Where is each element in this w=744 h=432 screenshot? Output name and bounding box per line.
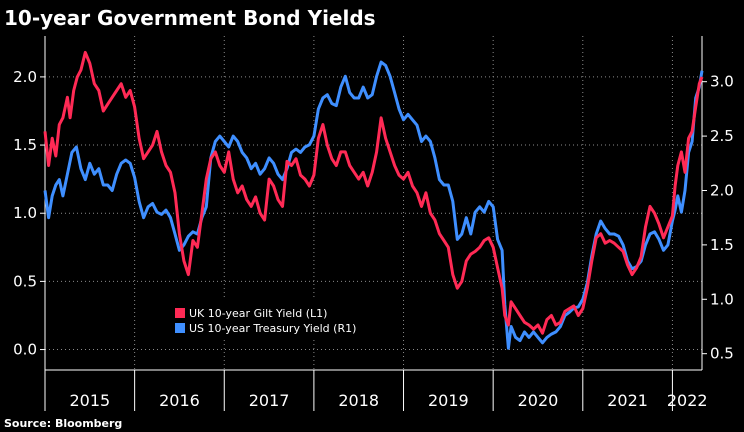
right-tick-label-3: 2.0 (710, 181, 734, 199)
legend: UK 10-year Gilt Yield (L1) US 10-year Tr… (166, 298, 376, 340)
legend-swatch-us (175, 323, 185, 333)
right-tick-label-4: 2.5 (710, 127, 734, 145)
series-lines (43, 50, 704, 350)
legend-label-us: US 10-year Treasury Yield (R1) (189, 322, 356, 335)
year-label-2015: 2015 (69, 391, 110, 410)
year-label-2017: 2017 (249, 391, 290, 410)
left-tick-label-0: 0.0 (13, 341, 37, 359)
grid-lines (45, 36, 702, 370)
chart-title: 10-year Government Bond Yields (4, 6, 376, 30)
x-axis-year-labels: 2015 2016 2017 2018 2019 2020 2021 2022 (69, 391, 707, 410)
year-label-2018: 2018 (338, 391, 379, 410)
us-treasury-yield-line (43, 60, 704, 350)
source-note: Source: Bloomberg (4, 417, 122, 430)
legend-swatch-uk (175, 308, 185, 318)
right-tick-label-5: 3.0 (710, 73, 734, 91)
left-tick-label-4: 2.0 (13, 68, 37, 86)
right-axis-ticks: 0.5 1.0 1.5 2.0 2.5 3.0 (702, 73, 734, 363)
right-tick-label-0: 0.5 (710, 345, 734, 363)
left-axis-ticks: 0.0 0.5 1.0 1.5 2.0 (13, 68, 45, 359)
left-tick-label-2: 1.0 (13, 204, 37, 222)
legend-label-uk: UK 10-year Gilt Yield (L1) (189, 307, 327, 320)
left-tick-label-1: 0.5 (13, 272, 37, 290)
legend-box (166, 298, 376, 340)
axes (44, 36, 703, 411)
year-label-2016: 2016 (159, 391, 200, 410)
right-tick-label-2: 1.5 (710, 236, 734, 254)
left-tick-label-3: 1.5 (13, 136, 37, 154)
year-label-2021: 2021 (607, 391, 648, 410)
uk-gilt-yield-line (43, 50, 704, 335)
year-label-2022: 2022 (667, 391, 708, 410)
year-label-2019: 2019 (428, 391, 469, 410)
right-tick-label-1: 1.0 (710, 290, 734, 308)
year-label-2020: 2020 (518, 391, 559, 410)
